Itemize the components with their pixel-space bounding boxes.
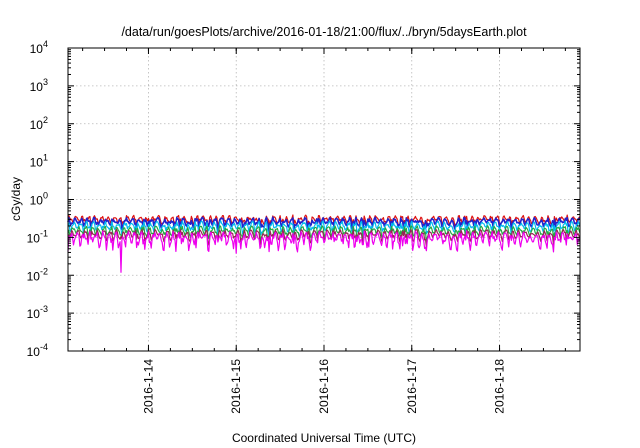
series-line xyxy=(67,220,581,239)
series-line xyxy=(67,230,581,273)
x-tick-label: 2016-1-15 xyxy=(229,359,243,414)
x-tick-label: 2016-1-14 xyxy=(141,359,155,414)
y-tick-label: 103 xyxy=(30,77,48,94)
series-line xyxy=(67,225,581,243)
y-tick-label: 104 xyxy=(30,39,48,56)
y-tick-label: 10-4 xyxy=(27,342,48,359)
y-tick-label: 10-1 xyxy=(27,228,48,245)
x-tick-label: 2016-1-17 xyxy=(405,359,419,414)
series-group xyxy=(67,214,581,273)
y-axis-label: cGy/day xyxy=(9,177,23,221)
y-tick-label: 10-3 xyxy=(27,304,48,321)
x-tick-label: 2016-1-18 xyxy=(493,359,507,414)
grid xyxy=(68,48,580,351)
x-axis: 2016-1-14 2016-1-15 2016-1-16 2016-1-17 2016… xyxy=(82,48,566,414)
y-axis: 104 103 102 101 100 10-1 10-2 10-3 10-4 xyxy=(27,39,580,359)
y-tick-label: 101 xyxy=(30,153,48,170)
y-tick-label: 100 xyxy=(30,191,48,208)
y-tick-label: 102 xyxy=(30,115,48,132)
series-line xyxy=(67,216,581,233)
x-axis-label: Coordinated Universal Time (UTC) xyxy=(232,431,416,445)
y-tick-label: 10-2 xyxy=(27,266,48,283)
chart-title: /data/run/goesPlots/archive/2016-01-18/2… xyxy=(121,25,527,39)
x-tick-label: 2016-1-16 xyxy=(317,359,331,414)
